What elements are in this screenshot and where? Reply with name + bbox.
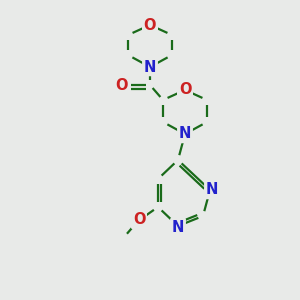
Text: O: O (133, 212, 145, 227)
Text: N: N (144, 59, 156, 74)
Text: N: N (179, 127, 191, 142)
Text: N: N (206, 182, 218, 197)
Text: O: O (116, 77, 128, 92)
Text: O: O (179, 82, 191, 98)
Text: N: N (172, 220, 184, 235)
Text: O: O (144, 17, 156, 32)
